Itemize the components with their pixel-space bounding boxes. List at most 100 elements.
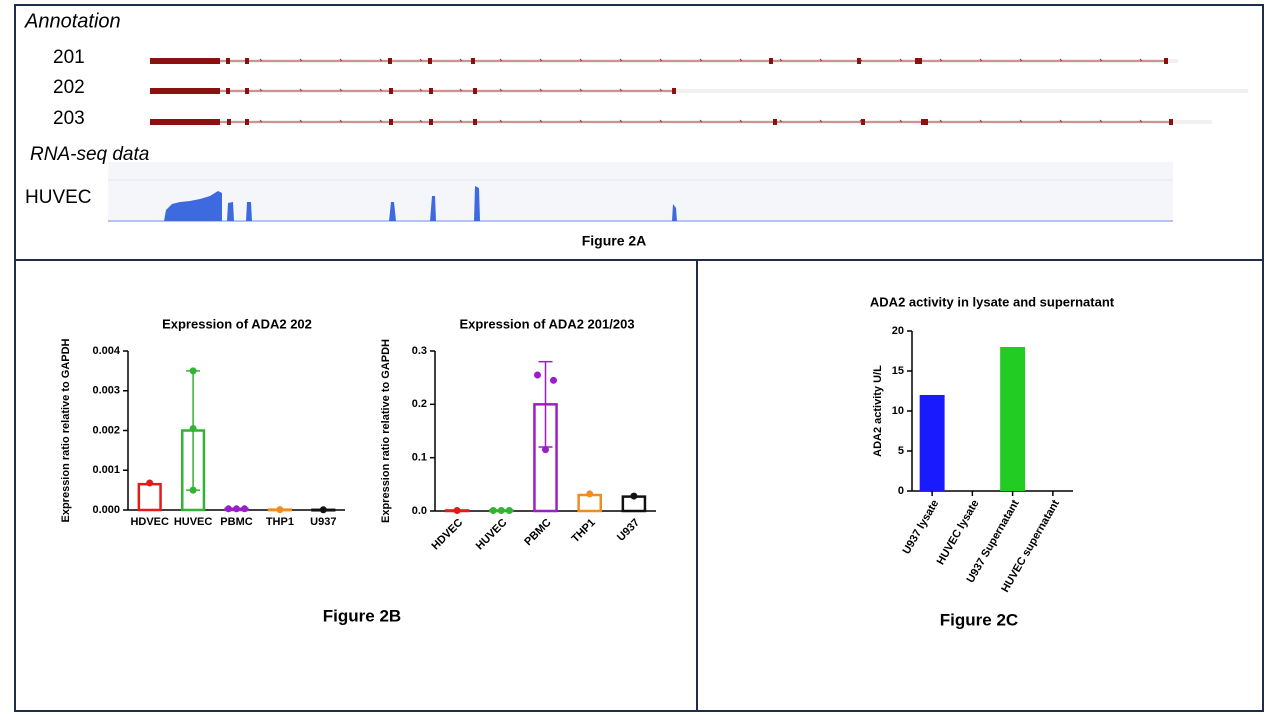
exon	[861, 119, 865, 125]
strand-mark	[619, 58, 623, 62]
y-tick-label: 5	[898, 445, 904, 457]
strand-mark	[1019, 119, 1023, 123]
y-tick-label: 0.000	[92, 504, 120, 516]
x-tick-label: HDVEC	[430, 517, 466, 553]
x-tick-label: PBMC	[522, 517, 553, 548]
strand-mark	[539, 58, 543, 62]
y-tick-label: 15	[892, 365, 904, 377]
caption: Figure 2A	[582, 233, 647, 249]
data-point	[542, 446, 549, 454]
strand-mark	[939, 119, 943, 123]
exon	[227, 119, 231, 125]
exon	[150, 58, 220, 64]
strand-mark	[899, 119, 903, 123]
data-point	[319, 506, 327, 514]
exon	[672, 88, 676, 94]
strand-mark	[499, 58, 503, 62]
data-point	[453, 506, 461, 514]
strand-mark	[859, 119, 863, 123]
exon	[428, 58, 432, 64]
strand-mark	[259, 58, 263, 62]
strand-mark	[659, 119, 663, 123]
data-point	[276, 506, 284, 514]
strand-mark	[779, 58, 783, 62]
data-point	[189, 367, 197, 375]
data-point	[241, 505, 248, 513]
data-point	[489, 506, 497, 514]
exon	[915, 58, 922, 64]
strand-mark	[379, 119, 383, 123]
strand-mark	[459, 58, 463, 62]
exon	[245, 58, 249, 64]
y-tick-label: 0.0	[412, 505, 427, 517]
exon	[389, 119, 393, 125]
strand-mark	[1139, 58, 1143, 62]
x-tick-label: THP1	[266, 516, 294, 528]
y-axis-label: ADA2 activity U/L	[872, 365, 884, 457]
strand-mark	[899, 58, 903, 62]
strand-mark	[619, 119, 623, 123]
coverage-peak	[672, 204, 677, 221]
x-tick-label: PBMC	[220, 516, 252, 528]
y-tick-label: 0.1	[412, 452, 427, 464]
data-point	[630, 492, 638, 500]
strand-mark	[939, 58, 943, 62]
strand-mark	[379, 88, 383, 92]
chart-title: Expression of ADA2 202	[162, 316, 312, 331]
coverage	[164, 186, 677, 221]
strand-mark	[659, 88, 663, 92]
strand-mark	[499, 88, 503, 92]
annotation-title: Annotation	[24, 10, 121, 32]
exon	[150, 88, 220, 94]
y-tick-label: 10	[892, 405, 904, 417]
bar	[919, 395, 945, 491]
strand-mark	[1099, 119, 1103, 123]
strand-mark	[459, 88, 463, 92]
data-point	[225, 505, 232, 513]
exon	[226, 58, 230, 64]
strand-mark	[659, 58, 663, 62]
exon	[1164, 58, 1168, 64]
y-tick-label: 0	[898, 485, 904, 497]
strand-mark	[259, 119, 263, 123]
chart-title: Expression of ADA2 201/203	[459, 316, 634, 331]
strand-mark	[699, 119, 703, 123]
exon	[773, 119, 777, 125]
data-point	[146, 479, 154, 487]
strand-mark	[459, 119, 463, 123]
exon	[245, 88, 249, 94]
exon	[857, 58, 861, 64]
x-tick-label: U937	[310, 516, 336, 528]
strand-mark	[1099, 58, 1103, 62]
strand-mark	[819, 119, 823, 123]
y-tick-label: 0.001	[92, 464, 120, 476]
x-tick-label: HUVEC	[174, 516, 213, 528]
exon	[388, 58, 392, 64]
strand-mark	[979, 119, 983, 123]
data-point	[189, 425, 197, 433]
exon	[429, 119, 433, 125]
bar	[1000, 347, 1026, 491]
strand-mark	[779, 119, 783, 123]
strand-mark	[419, 119, 423, 123]
strand-mark	[819, 58, 823, 62]
exon	[473, 88, 477, 94]
strand-mark	[379, 58, 383, 62]
strand-mark	[739, 119, 743, 123]
x-tick-label: THP1	[570, 517, 598, 545]
strand-mark	[299, 58, 303, 62]
data-point	[497, 506, 505, 514]
strand-mark	[619, 88, 623, 92]
data-point	[505, 506, 513, 514]
strand-mark	[579, 119, 583, 123]
strand-mark	[699, 58, 703, 62]
strand-mark	[859, 58, 863, 62]
bar	[137, 482, 162, 512]
x-tick-label: HUVEC	[474, 517, 510, 553]
caption: Figure 2C	[940, 610, 1018, 629]
strand-mark	[259, 88, 263, 92]
coverage-peak	[164, 191, 222, 221]
transcript-label: 203	[53, 108, 85, 129]
data-point	[534, 371, 541, 379]
transcript-label: 201	[53, 47, 85, 68]
